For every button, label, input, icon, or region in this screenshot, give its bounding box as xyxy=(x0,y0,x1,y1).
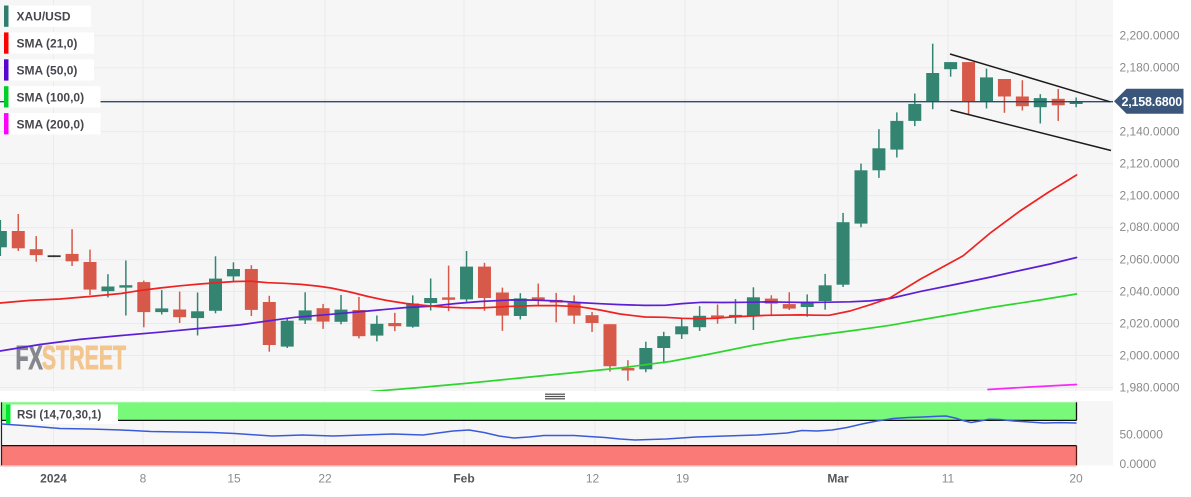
svg-text:2,120.0000: 2,120.0000 xyxy=(1120,157,1180,171)
svg-text:19: 19 xyxy=(676,472,690,486)
svg-text:2,040.0000: 2,040.0000 xyxy=(1120,285,1180,299)
svg-text:Mar: Mar xyxy=(827,472,849,486)
svg-text:2,000.0000: 2,000.0000 xyxy=(1120,349,1180,363)
svg-text:2,140.0000: 2,140.0000 xyxy=(1120,125,1180,139)
svg-text:15: 15 xyxy=(227,472,241,486)
svg-text:SMA (200,0): SMA (200,0) xyxy=(17,117,85,131)
svg-text:22: 22 xyxy=(318,472,332,486)
svg-text:STREET: STREET xyxy=(42,339,126,376)
svg-text:11: 11 xyxy=(942,472,955,486)
svg-text:2,060.0000: 2,060.0000 xyxy=(1120,253,1180,267)
svg-text:Feb: Feb xyxy=(453,472,474,486)
svg-text:FX: FX xyxy=(16,339,43,376)
svg-text:2,158.6800: 2,158.6800 xyxy=(1122,95,1183,109)
svg-text:RSI (14,70,30,1): RSI (14,70,30,1) xyxy=(17,410,102,422)
svg-text:50.0000: 50.0000 xyxy=(1120,428,1164,442)
svg-text:1,980.0000: 1,980.0000 xyxy=(1120,380,1180,394)
svg-text:SMA (21,0): SMA (21,0) xyxy=(17,37,78,51)
svg-text:2,100.0000: 2,100.0000 xyxy=(1120,189,1180,203)
svg-text:2024: 2024 xyxy=(40,472,67,486)
svg-text:2,180.0000: 2,180.0000 xyxy=(1120,61,1180,75)
svg-text:8: 8 xyxy=(140,472,147,486)
svg-text:2,200.0000: 2,200.0000 xyxy=(1120,29,1180,43)
svg-text:2,080.0000: 2,080.0000 xyxy=(1120,220,1180,234)
svg-text:12: 12 xyxy=(586,472,600,486)
svg-text:SMA (50,0): SMA (50,0) xyxy=(17,64,78,78)
svg-text:20: 20 xyxy=(1069,472,1083,486)
svg-text:0.0000: 0.0000 xyxy=(1120,457,1157,471)
svg-text:2,020.0000: 2,020.0000 xyxy=(1120,317,1180,331)
svg-text:XAU/USD: XAU/USD xyxy=(17,10,71,24)
svg-text:SMA (100,0): SMA (100,0) xyxy=(17,90,85,104)
